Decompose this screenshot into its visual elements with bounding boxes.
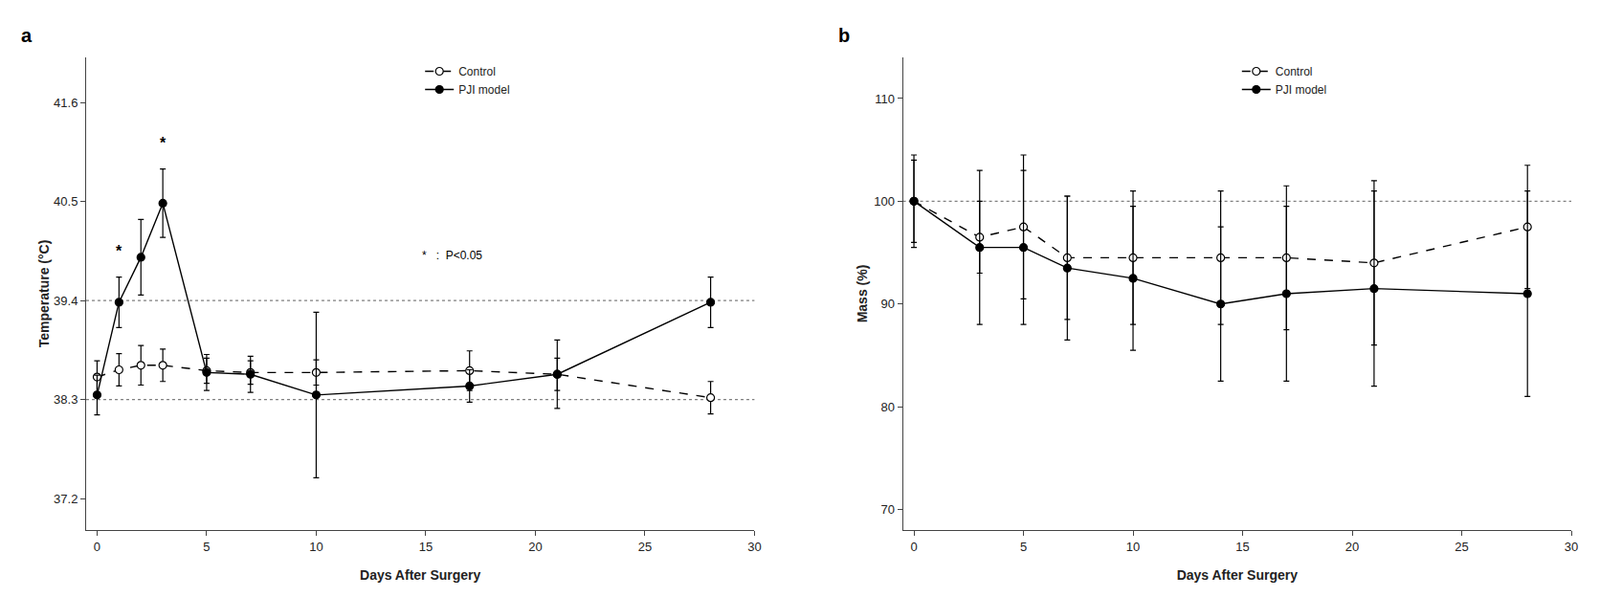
svg-text:100: 100: [873, 194, 895, 209]
svg-text:15: 15: [1235, 539, 1249, 555]
svg-text:10: 10: [309, 539, 323, 555]
svg-text:*: *: [115, 243, 123, 260]
svg-text:Days After Surgery: Days After Surgery: [359, 567, 482, 583]
svg-text:10: 10: [1126, 539, 1140, 555]
svg-text:40.5: 40.5: [53, 194, 78, 209]
svg-text:25: 25: [638, 539, 652, 555]
svg-text:b: b: [838, 24, 850, 46]
svg-text:30: 30: [747, 539, 761, 555]
svg-text:Mass (%): Mass (%): [854, 265, 870, 324]
svg-text:Control: Control: [1275, 65, 1313, 79]
svg-text:20: 20: [1345, 539, 1359, 555]
svg-text:PJI model: PJI model: [458, 83, 510, 97]
svg-text:*: *: [159, 134, 167, 152]
svg-text:5: 5: [1020, 539, 1027, 555]
svg-text:41.6: 41.6: [53, 95, 78, 111]
svg-text:37.2: 37.2: [53, 491, 78, 507]
svg-text:80: 80: [881, 400, 895, 415]
svg-text:39.4: 39.4: [53, 293, 78, 309]
svg-text:Temperature (°C): Temperature (°C): [36, 240, 52, 349]
svg-text:0: 0: [93, 539, 101, 555]
svg-text:0: 0: [910, 539, 917, 555]
svg-text:* : P<0.05: * : P<0.05: [422, 248, 483, 263]
svg-text:90: 90: [881, 296, 895, 312]
svg-text:15: 15: [419, 539, 433, 555]
svg-text:PJI model: PJI model: [1275, 83, 1327, 97]
svg-text:5: 5: [202, 539, 210, 555]
svg-text:Control: Control: [458, 65, 496, 79]
svg-text:70: 70: [881, 502, 895, 517]
svg-text:110: 110: [874, 91, 895, 107]
svg-text:a: a: [21, 24, 33, 46]
svg-text:Days After Surgery: Days After Surgery: [1177, 567, 1299, 583]
svg-text:25: 25: [1454, 539, 1468, 555]
svg-text:30: 30: [1564, 539, 1578, 555]
svg-text:20: 20: [528, 539, 542, 555]
svg-text:38.3: 38.3: [53, 392, 78, 407]
